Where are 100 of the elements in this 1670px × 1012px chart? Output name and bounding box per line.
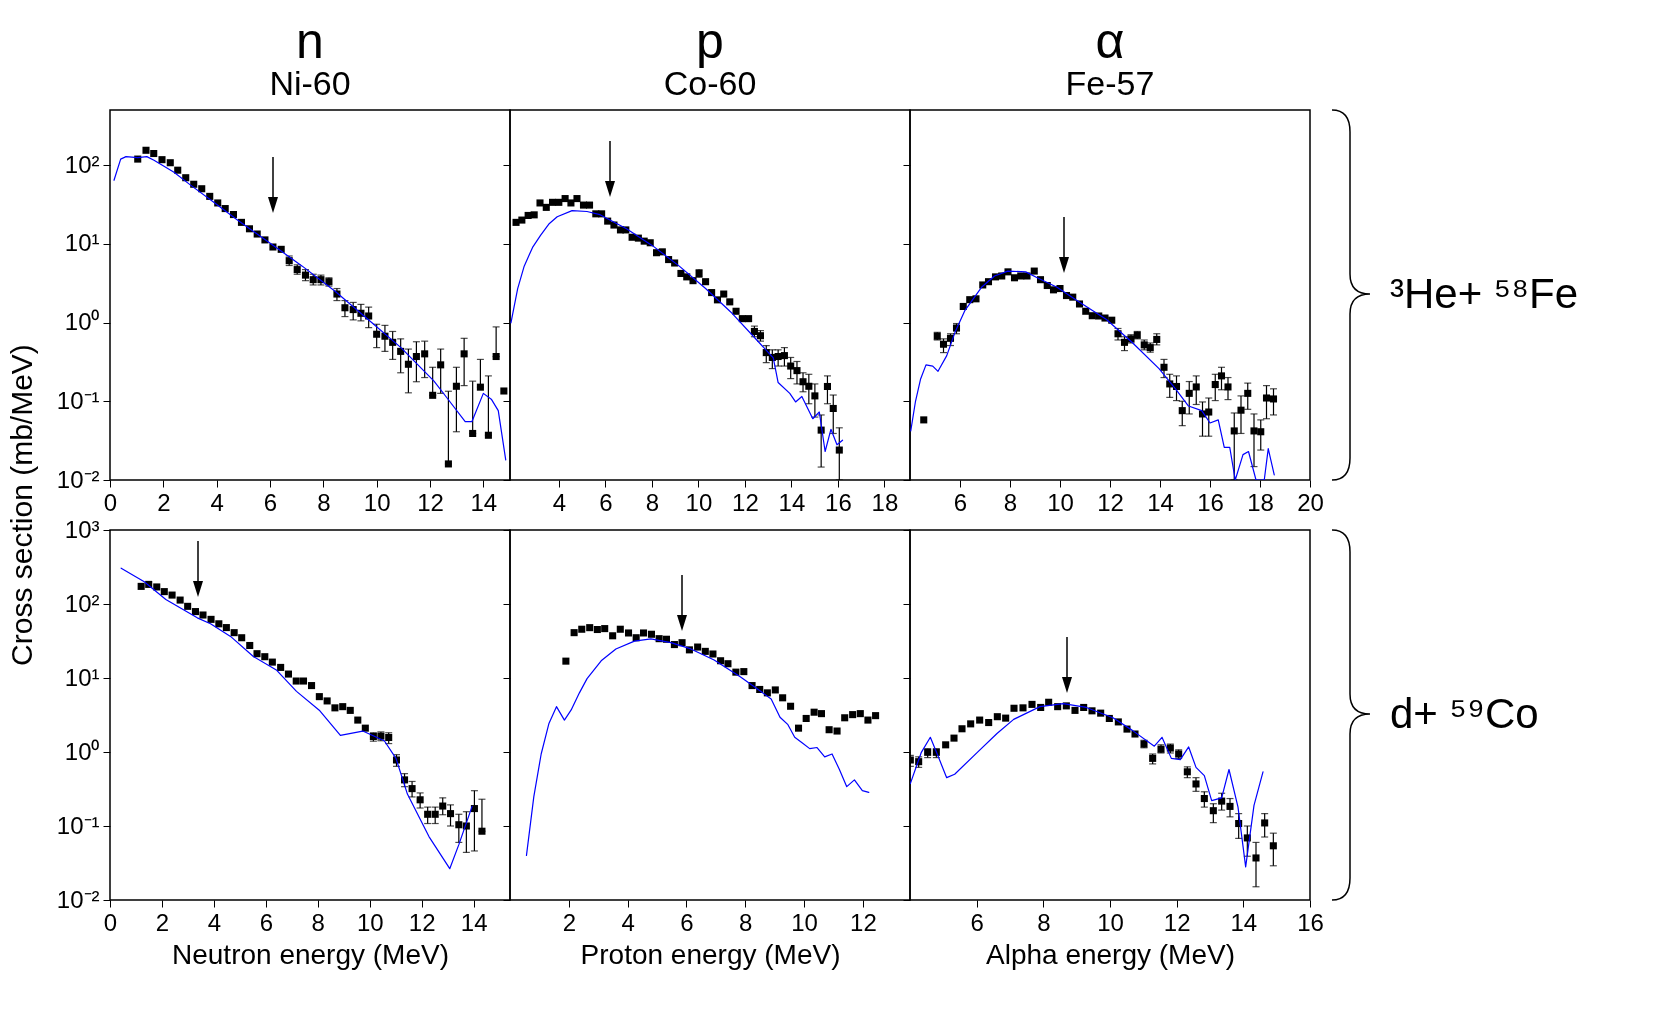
point [779,694,787,702]
point [1257,428,1265,436]
point [1071,706,1079,714]
point [841,714,849,722]
point [732,307,740,315]
point [639,629,648,637]
x-tick-label: 16 [1197,488,1224,516]
x-axis-title: Neutron energy (MeV) [171,938,450,970]
point [740,668,748,676]
point [198,185,206,193]
x-tick-label: 8 [1003,488,1018,516]
point [1010,704,1018,712]
y-tick-label: 10⁻¹ [56,811,100,839]
point [1002,714,1010,722]
x-tick-label: 16 [1297,908,1324,936]
point [536,199,544,207]
point [810,708,818,716]
x-tick-label: 2 [562,908,576,936]
x-tick-label: 0 [103,488,118,516]
x-tick-label: 14 [470,488,498,516]
x-tick-label: 2 [157,488,171,516]
point [959,302,967,310]
point [253,650,261,658]
point [261,653,269,661]
point [829,404,837,412]
point [292,677,300,685]
x-tick-label: 12 [732,488,759,516]
point [174,166,182,174]
x-tick-label: 14 [460,908,488,936]
point [720,290,728,298]
x-tick-label: 12 [1097,488,1124,516]
x-tick-label: 14 [1230,908,1258,936]
point [160,588,168,596]
point [331,704,339,712]
x-tick-label: 6 [970,908,984,936]
point [702,278,710,286]
point [578,625,586,633]
point [1023,272,1031,280]
point [341,304,349,312]
point [802,714,810,722]
point [1262,394,1271,402]
point [942,741,950,749]
x-tick-label: 12 [1163,908,1191,936]
point [452,382,460,390]
x-tick-label: 6 [953,488,968,516]
x-tick-label: 10 [1097,908,1124,936]
x-tick-label: 18 [1247,488,1274,516]
point [354,716,362,724]
point [811,392,819,400]
x-axis-title: Proton energy (MeV) [580,938,841,970]
x-tick-label: 6 [259,908,274,936]
point [361,724,369,732]
point [601,625,609,633]
point [709,650,717,658]
point [421,350,429,358]
point [215,620,223,628]
point [412,352,420,361]
x-tick-label: 10 [363,488,391,516]
y-tick-label: 10⁻² [56,885,100,913]
y-tick-label: 10⁻² [56,465,100,493]
x-tick-label: 6 [680,908,694,936]
y-tick-label: 10² [64,589,100,617]
point [939,340,948,348]
point [1209,807,1217,815]
point [1226,802,1234,810]
point [555,198,563,206]
point [530,211,538,219]
x-axis-title: Alpha energy (MeV) [985,938,1236,970]
point [849,711,857,719]
point [404,360,412,368]
y-tick-label: 10⁻¹ [56,386,100,414]
point [570,629,578,637]
point [817,710,826,718]
point [586,624,594,632]
y-tick-label: 10⁰ [64,737,100,765]
x-tick-label: 0 [103,908,118,936]
point [616,625,624,633]
x-tick-label: 10 [1047,488,1074,516]
x-tick-label: 14 [778,488,806,516]
x-tick-label: 8 [1037,908,1051,936]
point [1082,307,1090,315]
point [246,641,254,650]
x-tick-label: 18 [871,488,899,516]
x-tick-label: 16 [825,488,852,516]
point [701,647,709,655]
point [1261,819,1269,827]
point [1185,389,1193,397]
point [967,720,975,728]
point [787,702,795,710]
point [308,682,316,690]
x-tick-label: 14 [1147,488,1174,516]
point [1019,704,1027,712]
text: ³He+ ⁵⁸Fe [1390,270,1579,317]
x-tick-label: 12 [417,488,444,516]
point [1252,854,1260,862]
point [567,199,575,207]
point [268,658,276,666]
point [950,734,958,742]
point [408,785,416,793]
x-tick-label: 6 [599,488,613,516]
